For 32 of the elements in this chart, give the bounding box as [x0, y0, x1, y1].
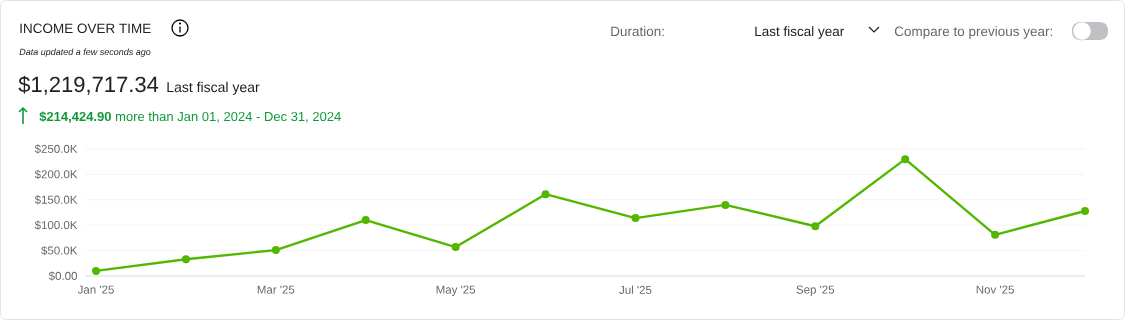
text: $214,424.90 more than Jan 01, 2024 - Dec 31, 2024	[39, 111, 341, 124]
y-tick-label: $0.00	[48, 271, 78, 281]
text: $1,219,717.34	[18, 75, 159, 95]
y-tick-label: $200.0K	[34, 169, 78, 180]
y-tick-label: $100.0K	[34, 220, 78, 230]
point	[181, 255, 190, 264]
point	[721, 200, 730, 209]
point	[631, 214, 640, 223]
y-tick-label: $50.0K	[41, 245, 78, 256]
x-tick-label: Jan '25	[77, 285, 114, 294]
point	[451, 243, 460, 252]
y-tick-label: $250.0K	[34, 144, 78, 154]
x-tick-label: Mar '25	[257, 285, 295, 294]
text: Last fiscal year	[755, 26, 844, 39]
chart-title: INCOME OVER TIME	[20, 23, 151, 34]
point	[92, 266, 100, 275]
chart-subtitle: Data updated a few seconds ago	[19, 48, 151, 57]
point	[361, 216, 370, 225]
y-tick-label: $150.0K	[34, 195, 78, 205]
text: Duration:	[611, 26, 664, 37]
text: Compare to previous year:	[894, 26, 1053, 39]
x-tick-label: Sep '25	[796, 285, 835, 296]
point	[1081, 206, 1090, 215]
point	[991, 230, 1000, 239]
x-tick-label: May '25	[436, 285, 476, 296]
x-tick-label: Nov '25	[976, 285, 1014, 294]
point	[811, 222, 820, 231]
point	[271, 246, 280, 255]
point	[901, 155, 910, 164]
text: Last fiscal year	[167, 81, 260, 95]
x-tick-label: Jul '25	[619, 285, 652, 294]
point	[541, 190, 550, 199]
